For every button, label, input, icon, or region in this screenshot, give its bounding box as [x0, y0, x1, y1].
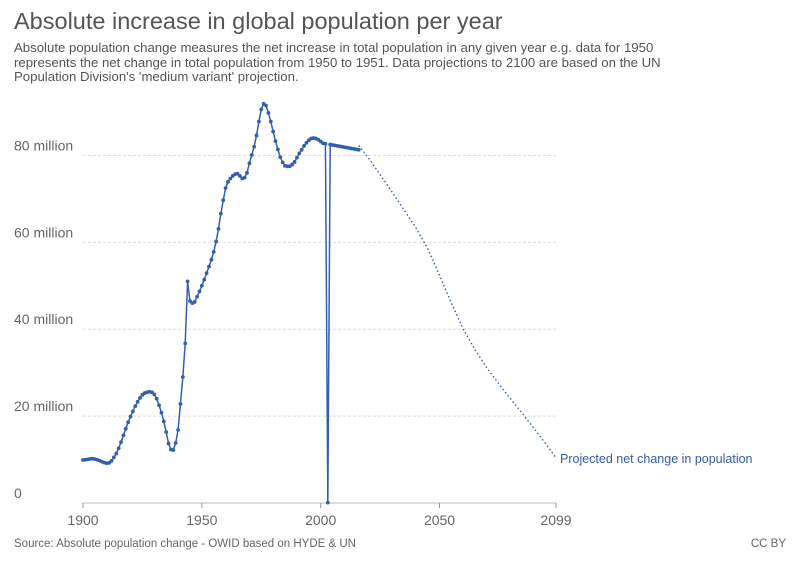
data-point[interactable]	[199, 283, 204, 288]
data-point[interactable]	[266, 110, 271, 115]
license-link[interactable]: CC BY	[750, 538, 786, 550]
source-note[interactable]: Source: Absolute population change - OWI…	[14, 538, 356, 550]
data-point[interactable]	[116, 446, 121, 451]
data-point[interactable]	[128, 414, 133, 419]
data-point[interactable]	[237, 173, 242, 178]
x-tick-label: 2000	[305, 512, 336, 528]
data-point[interactable]	[226, 180, 230, 184]
data-point[interactable]	[121, 433, 126, 438]
data-point[interactable]	[157, 403, 161, 408]
data-point[interactable]	[166, 441, 171, 446]
data-point[interactable]	[209, 257, 214, 262]
data-point[interactable]	[299, 147, 304, 152]
data-point[interactable]	[133, 404, 138, 409]
data-point[interactable]	[123, 426, 128, 431]
data-point[interactable]	[323, 141, 328, 146]
data-point[interactable]	[216, 226, 221, 231]
data-point[interactable]	[228, 176, 233, 181]
data-point[interactable]	[192, 299, 197, 304]
chart-title: Absolute increase in global population p…	[14, 8, 503, 34]
data-point[interactable]	[256, 119, 261, 124]
data-point[interactable]	[138, 395, 142, 400]
data-point[interactable]	[195, 294, 199, 299]
data-point[interactable]	[180, 375, 185, 379]
data-point[interactable]	[254, 133, 259, 138]
data-point[interactable]	[249, 153, 254, 157]
data-point[interactable]	[178, 402, 183, 406]
data-point[interactable]	[171, 448, 176, 452]
grid-lines	[83, 154, 556, 504]
y-tick-label: 20 million	[14, 398, 73, 414]
data-point[interactable]	[126, 420, 131, 425]
data-point[interactable]	[218, 211, 223, 216]
data-point[interactable]	[304, 140, 309, 145]
data-point[interactable]	[159, 410, 164, 415]
data-point[interactable]	[214, 239, 219, 244]
data-point[interactable]	[252, 144, 257, 149]
chart-subtitle: Absolute population change measures the …	[14, 40, 661, 84]
x-tick-label: 1950	[186, 512, 217, 528]
data-point[interactable]	[202, 277, 207, 282]
data-point[interactable]	[280, 160, 285, 165]
data-point[interactable]	[292, 160, 297, 164]
data-point[interactable]	[223, 186, 228, 190]
series-end-label: Projected net change in population	[560, 452, 753, 466]
data-point[interactable]	[152, 392, 157, 397]
data-point[interactable]	[119, 440, 123, 445]
y-tick-label: 80 million	[14, 137, 73, 153]
historical-line[interactable]	[82, 103, 359, 504]
data-point[interactable]	[211, 249, 216, 254]
x-tick-label: 2099	[540, 512, 571, 528]
data-point[interactable]	[271, 129, 276, 134]
data-point[interactable]	[154, 396, 159, 401]
data-point[interactable]	[111, 455, 116, 460]
series-lines	[82, 103, 557, 504]
data-point[interactable]	[135, 399, 140, 404]
data-point[interactable]	[161, 419, 166, 424]
data-point[interactable]	[197, 289, 202, 294]
data-point[interactable]	[247, 161, 252, 166]
data-point[interactable]	[297, 151, 302, 156]
data-point[interactable]	[114, 451, 119, 456]
data-point[interactable]	[221, 198, 226, 203]
data-point[interactable]	[183, 341, 188, 346]
data-point[interactable]	[207, 264, 211, 269]
series-markers	[81, 101, 361, 505]
data-point[interactable]	[204, 271, 209, 276]
data-point[interactable]	[295, 155, 299, 160]
y-tick-label: 0	[14, 485, 22, 501]
data-point[interactable]	[131, 409, 135, 414]
y-tick-label: 40 million	[14, 311, 73, 327]
data-point[interactable]	[185, 279, 190, 284]
data-point[interactable]	[356, 147, 361, 152]
data-point[interactable]	[278, 155, 283, 160]
x-tick-label: 2050	[424, 512, 455, 528]
projection-line[interactable]	[358, 145, 557, 459]
data-point[interactable]	[164, 430, 169, 435]
data-point[interactable]	[276, 147, 280, 152]
data-point[interactable]	[268, 119, 273, 124]
data-point[interactable]	[302, 143, 306, 148]
data-point[interactable]	[273, 139, 278, 144]
data-point[interactable]	[176, 428, 180, 432]
series-labels: Projected net change in population	[560, 452, 753, 466]
data-point[interactable]	[245, 170, 249, 175]
data-point[interactable]	[173, 441, 178, 445]
data-point[interactable]	[109, 458, 114, 463]
data-point[interactable]	[325, 500, 330, 505]
data-point[interactable]	[242, 175, 247, 180]
axis-labels: 0 20 million 40 million 60 million 80 millio…	[14, 137, 572, 528]
x-tick-label: 1900	[67, 512, 98, 528]
y-tick-label: 60 million	[14, 224, 73, 240]
data-point[interactable]	[259, 107, 264, 112]
data-point[interactable]	[264, 103, 268, 108]
data-point[interactable]	[290, 162, 295, 167]
